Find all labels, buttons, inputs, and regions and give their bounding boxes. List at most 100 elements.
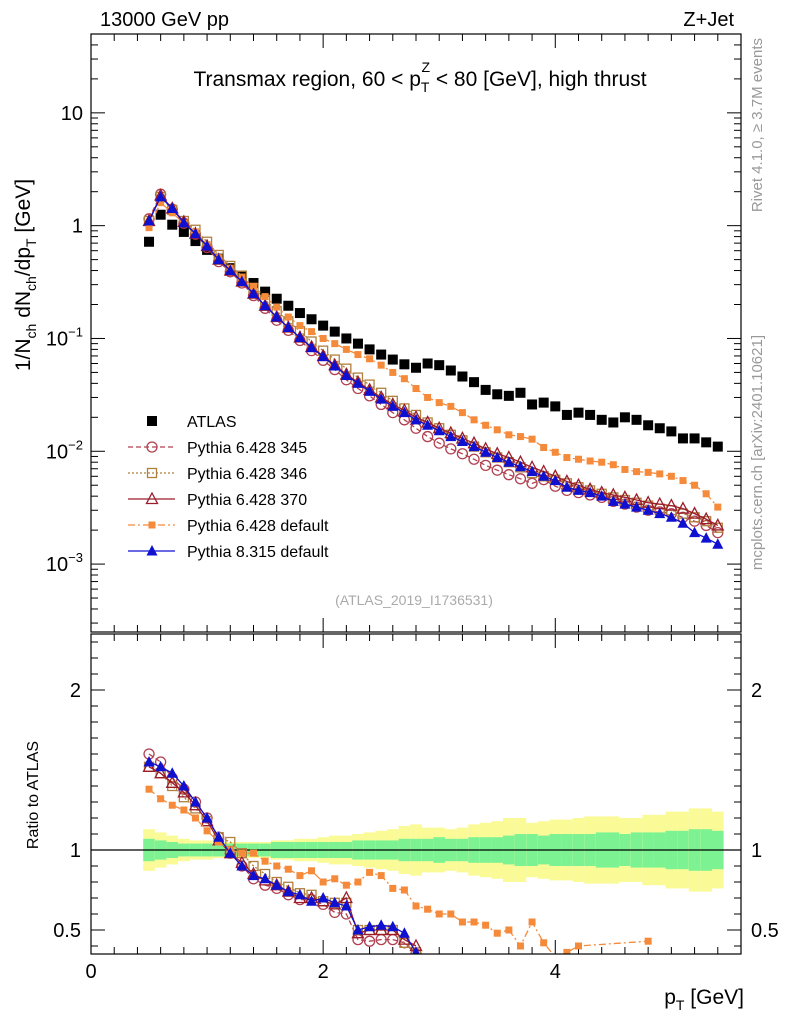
legend-item-pythia-6-428-345: Pythia 6.428 345: [128, 440, 307, 457]
ratio-point: [551, 953, 559, 954]
ratio-y-tick-label: 0.5: [53, 920, 81, 942]
data-point: [387, 354, 398, 365]
data-point: [515, 387, 526, 398]
ratio-point: [470, 918, 478, 926]
ratio-y-tick-label-right: 0.5: [751, 920, 779, 942]
ratio-point: [271, 879, 283, 890]
ratio-point: [319, 878, 327, 886]
data-point: [619, 498, 631, 509]
data-point: [166, 202, 178, 213]
data-point: [561, 481, 573, 492]
ratio-point: [366, 868, 374, 876]
data-point: [319, 334, 327, 342]
data-point: [561, 409, 572, 420]
ratio-point: [377, 872, 385, 880]
data-point: [411, 362, 421, 373]
ratio-axis-ticks: 0.5 0.5 1 1 2 2 0 2 4: [53, 634, 779, 983]
data-point: [377, 361, 385, 369]
ratio-point: [412, 946, 420, 954]
data-point: [573, 484, 584, 495]
data-point: [260, 286, 271, 297]
ratio-point: [340, 900, 352, 911]
ratio-point: [201, 812, 213, 823]
data-point: [342, 345, 350, 353]
data-point: [445, 443, 457, 455]
data-point: [689, 433, 700, 444]
data-point: [318, 320, 329, 331]
ratio-point: [363, 935, 376, 947]
data-point: [178, 216, 190, 228]
data-point: [503, 469, 515, 481]
data-point: [664, 498, 678, 511]
series-atlas: [144, 209, 723, 452]
data-point: [528, 435, 536, 443]
y-axis-label: 1/Nch dNch/dpT [GeV]: [12, 179, 39, 371]
data-point: [491, 464, 503, 476]
data-point: [435, 399, 443, 407]
data-point: [284, 313, 292, 321]
ratio-point: [143, 756, 155, 767]
ratio-point: [273, 862, 281, 870]
series-pythia-6-428-345: [143, 188, 724, 539]
data-point: [470, 416, 478, 424]
data-point: [514, 460, 526, 472]
data-point: [551, 448, 559, 456]
y-tick-label: 10−2: [46, 437, 83, 463]
legend-marker: [146, 467, 158, 479]
data-point: [445, 365, 456, 376]
data-point: [364, 344, 375, 355]
data-point: [456, 435, 468, 447]
ratio-point: [575, 942, 582, 950]
data-point: [550, 401, 561, 412]
data-point: [677, 517, 689, 528]
data-point: [412, 385, 420, 393]
analysis-watermark: (ATLAS_2019_I1736531): [335, 592, 493, 608]
ratio-point: [375, 919, 387, 930]
series-line: [148, 201, 719, 508]
data-point: [306, 314, 317, 325]
series-line: [148, 192, 719, 534]
data-point: [516, 433, 524, 441]
data-point: [596, 414, 607, 425]
data-point: [654, 507, 666, 519]
data-point: [609, 461, 617, 469]
data-point: [468, 440, 480, 452]
data-point: [294, 331, 306, 342]
data-point: [540, 444, 548, 452]
data-point: [538, 470, 550, 481]
data-point: [469, 377, 480, 388]
rivet-version-label: Rivet 4.1.0, ≥ 3.7M events: [749, 38, 766, 212]
data-point: [711, 518, 725, 531]
ratio-point: [306, 895, 318, 906]
data-point: [712, 441, 723, 452]
ratio-point: [308, 867, 316, 875]
ratio-point: [331, 875, 339, 883]
data-point: [424, 393, 432, 401]
data-point: [155, 209, 166, 220]
data-point: [654, 423, 665, 434]
ratio-y-tick-label-right: 1: [751, 840, 762, 862]
x-tick-label: 2: [318, 961, 329, 983]
data-point: [157, 199, 165, 207]
y-tick-label: 1: [72, 216, 83, 238]
ratio-point: [238, 849, 246, 857]
data-point: [178, 226, 189, 237]
data-point: [422, 358, 433, 369]
x-tick-label: 0: [85, 961, 96, 983]
data-point: [421, 430, 434, 443]
data-point: [271, 293, 282, 304]
data-point: [563, 454, 571, 462]
data-point: [329, 326, 340, 337]
main-axis-ticks: 10−3 10−2 10−1 1 10: [46, 33, 742, 632]
ratio-point: [155, 760, 167, 772]
ratio-y-tick-label: 1: [70, 840, 81, 862]
y-tick-label: 10−3: [46, 550, 83, 576]
data-point: [503, 456, 515, 467]
ratio-point: [387, 920, 399, 932]
legend-marker: [147, 416, 157, 426]
ratio-point: [203, 827, 211, 835]
main-plot-series: [142, 188, 725, 549]
data-point: [643, 420, 654, 431]
ratio-plot-series: [142, 748, 652, 954]
data-point: [458, 409, 466, 417]
